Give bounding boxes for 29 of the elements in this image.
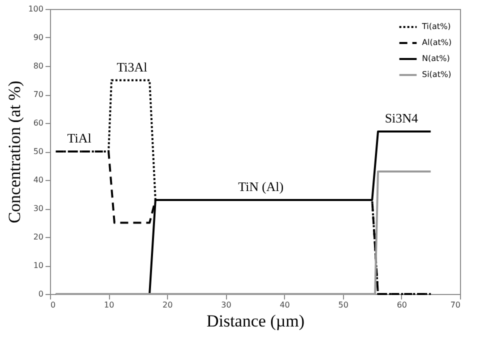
y-tick-label: 60 <box>33 118 44 128</box>
y-tick-label: 90 <box>33 33 44 42</box>
y-tick-label: 10 <box>33 261 44 270</box>
y-tick-label: 40 <box>33 176 44 184</box>
y-tick-label: 30 <box>33 204 44 213</box>
y-tick-label: 100 <box>28 4 44 14</box>
x-tick-label: 0 <box>50 300 56 310</box>
legend-label: Si(at%) <box>422 70 452 79</box>
annotation: Ti3Al <box>116 59 148 74</box>
y-tick-label: 80 <box>33 62 44 70</box>
y-tick-label: 20 <box>33 232 44 242</box>
y-axis-title: Concentration (at %) <box>5 80 24 224</box>
x-tick-label: 70 <box>450 300 460 310</box>
legend-label: Al(at%) <box>422 38 452 47</box>
x-tick-label: 50 <box>338 300 348 310</box>
annotation: TiN (Al) <box>238 178 284 194</box>
x-tick-label: 40 <box>280 300 290 310</box>
x-tick-label: 60 <box>396 300 408 310</box>
x-tick-label: 30 <box>221 300 232 310</box>
y-tick-label: 0 <box>38 290 44 298</box>
annotation: Si3N4 <box>384 110 419 126</box>
x-axis-title: Distance (µm) <box>206 312 305 330</box>
annotation: TiAl <box>67 130 92 146</box>
y-tick-label: 70 <box>33 90 44 99</box>
x-tick-label: 20 <box>162 300 173 310</box>
legend-label: Ti(at%) <box>421 22 451 31</box>
legend-label: N(at%) <box>422 54 450 63</box>
y-tick-label: 50 <box>33 147 44 156</box>
x-tick-label: 10 <box>104 300 114 310</box>
